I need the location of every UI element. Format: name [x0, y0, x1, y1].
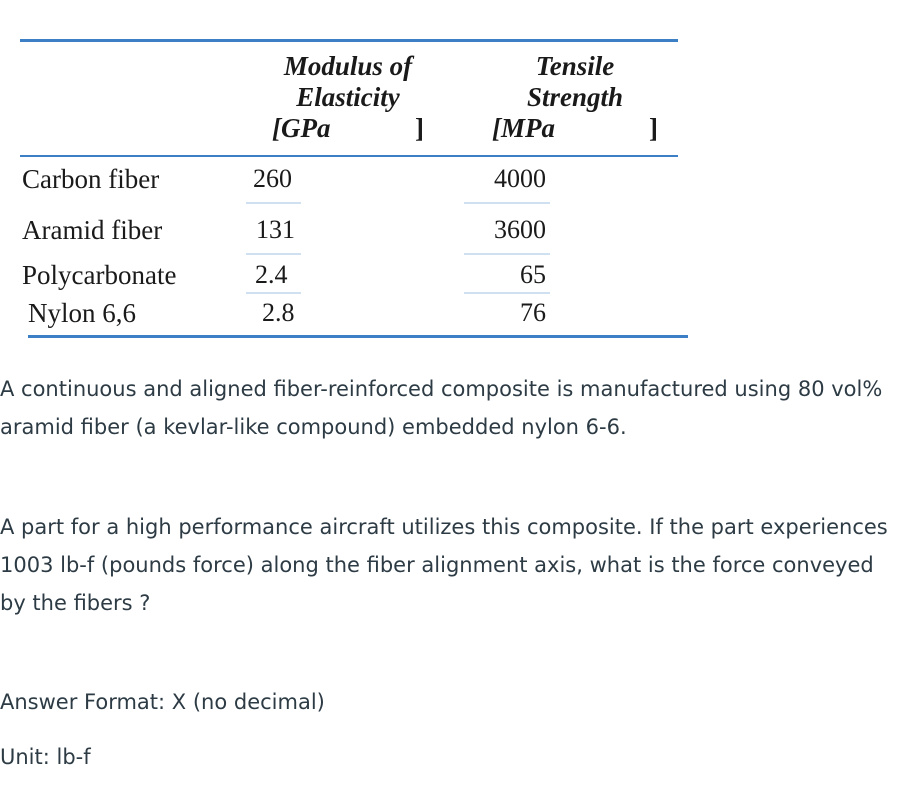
cell-tensile-nylon-6-6: 76 — [520, 298, 546, 327]
cell-modulus-aramid-fiber: 131 — [256, 215, 295, 244]
row-label-aramid-fiber: Aramid fiber — [22, 215, 163, 245]
header-tensile-unit-close: ] — [649, 113, 658, 143]
material-properties-table: Modulus of Elasticity [GPa ] Tensile Str… — [0, 0, 700, 345]
question-paragraph-composite: A continuous and aligned fiber-reinforce… — [0, 377, 883, 439]
answer-format-note: Answer Format: X (no decimal) — [0, 690, 325, 714]
answer-unit-note: Unit: lb-f — [0, 745, 91, 769]
cell-modulus-nylon-6-6: 2.8 — [262, 298, 295, 327]
cell-tensile-aramid-fiber: 3600 — [494, 215, 546, 244]
cell-modulus-carbon-fiber: 260 — [253, 164, 292, 193]
header-modulus-line2: Elasticity — [296, 82, 400, 112]
row-underline — [464, 292, 550, 294]
row-underline — [464, 202, 550, 204]
header-modulus-of-elasticity: Modulus of Elasticity [GPa ] — [258, 51, 438, 144]
header-tensile-unit: [MPa ] — [490, 113, 660, 144]
header-modulus-unit-open: [GPa — [272, 113, 331, 143]
table-top-rule — [20, 39, 678, 42]
row-underline — [246, 202, 301, 204]
row-label-carbon-fiber: Carbon fiber — [22, 164, 160, 194]
row-label-nylon-6-6: Nylon 6,6 — [28, 298, 136, 328]
row-label-polycarbonate: Polycarbonate — [22, 260, 177, 290]
header-tensile-strength: Tensile Strength [MPa ] — [490, 51, 660, 144]
row-underline — [464, 253, 550, 255]
table-bottom-rule — [28, 335, 688, 338]
cell-tensile-carbon-fiber: 4000 — [494, 164, 546, 193]
cell-tensile-polycarbonate: 65 — [520, 260, 546, 289]
header-tensile-line2: Strength — [526, 82, 624, 112]
question-paragraph-part-force: A part for a high performance aircraft u… — [0, 515, 888, 615]
row-underline — [246, 292, 301, 294]
cell-modulus-polycarbonate: 2.4 — [255, 260, 288, 289]
row-underline — [246, 253, 301, 255]
header-modulus-unit: [GPa ] — [258, 113, 438, 144]
header-modulus-line1: Modulus of — [283, 51, 413, 81]
header-tensile-line1: Tensile — [535, 51, 615, 81]
header-modulus-unit-close: ] — [415, 113, 424, 143]
table-header-rule — [20, 155, 678, 157]
header-tensile-unit-open: [MPa — [492, 113, 555, 143]
